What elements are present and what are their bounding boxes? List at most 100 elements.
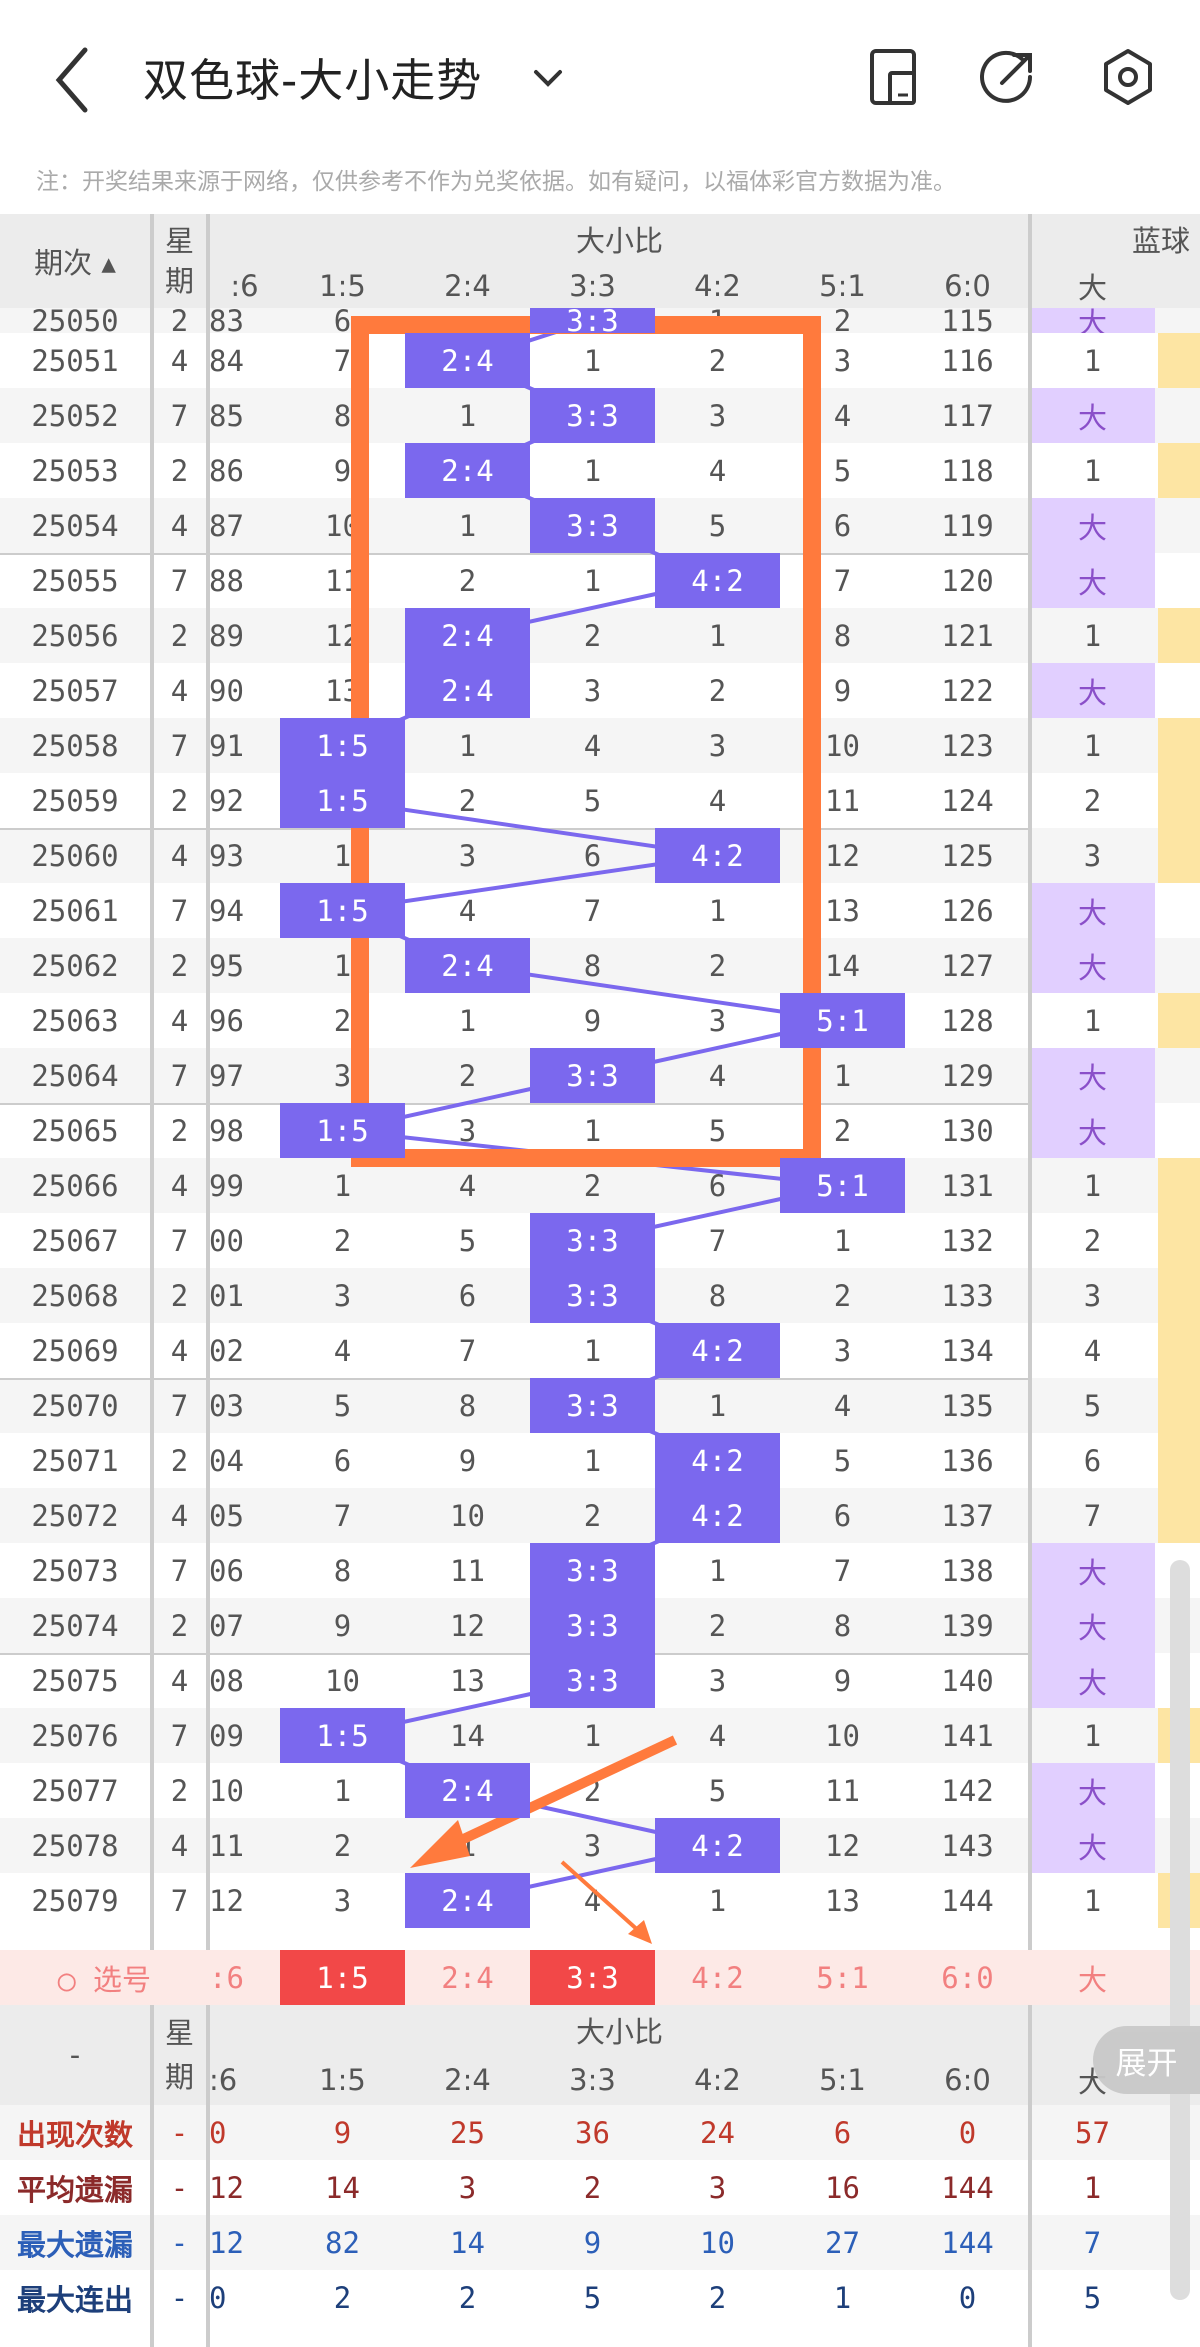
row-c4: 4:2 bbox=[655, 1818, 780, 1873]
select-c1[interactable]: 1:5 bbox=[280, 1950, 405, 2005]
select-c4[interactable]: 4:2 bbox=[691, 1960, 744, 1995]
stats-value: 82 bbox=[325, 2225, 360, 2260]
row-c6: 142 bbox=[941, 1773, 994, 1808]
select-blue[interactable]: 大 bbox=[1077, 1962, 1107, 1997]
row-c0: 98 bbox=[209, 1113, 244, 1148]
row-c5: 5 bbox=[833, 453, 852, 488]
row-c3: 1 bbox=[583, 1718, 602, 1753]
footer-group: 大小比 bbox=[575, 2015, 663, 2049]
row-period: 25062 bbox=[31, 948, 119, 983]
row-week: 2 bbox=[170, 1278, 189, 1313]
row-c4: 1 bbox=[708, 303, 727, 338]
device-icon[interactable] bbox=[866, 45, 926, 110]
row-week: 2 bbox=[170, 948, 189, 983]
row-blue: 大 bbox=[1030, 1653, 1155, 1708]
row-c5: 12 bbox=[825, 1828, 860, 1863]
row-c2: 2 bbox=[458, 783, 477, 818]
row-period: 25075 bbox=[31, 1663, 119, 1698]
row-c4: 2 bbox=[708, 673, 727, 708]
stats-dash: - bbox=[170, 2170, 189, 2205]
row-c4: 5 bbox=[708, 508, 727, 543]
stats-value: 27 bbox=[825, 2225, 860, 2260]
row-c4: 4 bbox=[708, 453, 727, 488]
back-arrow-icon[interactable] bbox=[45, 40, 105, 120]
row-c4: 4:2 bbox=[655, 1323, 780, 1378]
row-blue: 大 bbox=[1030, 1763, 1155, 1818]
expand-button[interactable]: 展开 bbox=[1093, 2026, 1200, 2094]
row-c0: 02 bbox=[209, 1333, 244, 1368]
header-period[interactable]: 期次 ▴ bbox=[34, 246, 116, 280]
row-blue: 大 bbox=[1030, 306, 1155, 340]
scrollbar[interactable] bbox=[1170, 1560, 1190, 2300]
group-divider bbox=[0, 1653, 1030, 1655]
stats-value: 2 bbox=[583, 2170, 602, 2205]
column-divider bbox=[206, 2005, 210, 2347]
chevron-down-icon[interactable] bbox=[528, 58, 568, 98]
row-period: 25061 bbox=[31, 893, 119, 928]
select-label[interactable]: ◯ 选号 bbox=[58, 1962, 151, 1997]
row-c2: 2:4 bbox=[405, 333, 530, 388]
row-c0: 84 bbox=[209, 343, 244, 378]
row-c1: 6 bbox=[333, 1443, 352, 1478]
row-c4: 4:2 bbox=[655, 828, 780, 883]
page-title[interactable]: 双色球-大小走势 bbox=[143, 54, 483, 107]
row-c3: 6 bbox=[583, 838, 602, 873]
row-week: 2 bbox=[170, 1773, 189, 1808]
table-header-bg bbox=[0, 214, 1200, 308]
stats-value: 12 bbox=[209, 2225, 244, 2260]
row-week: 7 bbox=[170, 1718, 189, 1753]
select-c2[interactable]: 2:4 bbox=[441, 1960, 494, 1995]
row-blue: 大 bbox=[1030, 1543, 1155, 1598]
header-col-1: 1:5 bbox=[319, 269, 366, 303]
row-c5: 8 bbox=[833, 1608, 852, 1643]
row-c1: 2 bbox=[333, 1003, 352, 1038]
blue-ball-marker bbox=[1158, 1378, 1200, 1433]
select-c3[interactable]: 3:3 bbox=[530, 1950, 655, 2005]
row-c1: 1:5 bbox=[280, 773, 405, 828]
row-c3: 3:3 bbox=[530, 304, 655, 338]
row-c2: 11 bbox=[450, 1553, 485, 1588]
stats-value: 144 bbox=[941, 2225, 994, 2260]
row-c3: 2 bbox=[583, 1498, 602, 1533]
row-c2: 3 bbox=[458, 1113, 477, 1148]
row-c4: 6 bbox=[708, 1168, 727, 1203]
row-c1: 1:5 bbox=[280, 1103, 405, 1158]
row-period: 25066 bbox=[31, 1168, 119, 1203]
row-c1: 1 bbox=[333, 838, 352, 873]
row-c4: 3 bbox=[708, 1663, 727, 1698]
row-c5: 3 bbox=[833, 1333, 852, 1368]
row-c0: 94 bbox=[209, 893, 244, 928]
row-period: 25058 bbox=[31, 728, 119, 763]
row-c1: 1:5 bbox=[280, 718, 405, 773]
stats-blue: 57 bbox=[1075, 2115, 1110, 2150]
row-week: 7 bbox=[170, 1058, 189, 1093]
row-c0: 10 bbox=[209, 1773, 244, 1808]
select-c0[interactable]: :6 bbox=[209, 1960, 244, 1995]
row-week: 4 bbox=[170, 1003, 189, 1038]
row-c4: 5 bbox=[708, 1113, 727, 1148]
footer-col-4: 4:2 bbox=[694, 2063, 741, 2097]
row-c5: 9 bbox=[833, 673, 852, 708]
row-c1: 3 bbox=[333, 1278, 352, 1313]
stats-row-bg bbox=[0, 2270, 1200, 2325]
stats-blue: 7 bbox=[1083, 2225, 1102, 2260]
settings-gear-icon[interactable] bbox=[1098, 45, 1158, 110]
select-c5[interactable]: 5:1 bbox=[816, 1960, 869, 1995]
row-blue: 1 bbox=[1083, 618, 1102, 653]
row-week: 7 bbox=[170, 1223, 189, 1258]
row-period: 25068 bbox=[31, 1278, 119, 1313]
row-blue: 大 bbox=[1030, 1818, 1155, 1873]
row-c0: 99 bbox=[209, 1168, 244, 1203]
row-period: 25065 bbox=[31, 1113, 119, 1148]
row-c1: 5 bbox=[333, 1388, 352, 1423]
row-week: 7 bbox=[170, 1883, 189, 1918]
row-blue: 7 bbox=[1083, 1498, 1102, 1533]
row-period: 25076 bbox=[31, 1718, 119, 1753]
row-week: 2 bbox=[170, 1608, 189, 1643]
row-c0: 87 bbox=[209, 508, 244, 543]
share-icon[interactable] bbox=[978, 45, 1038, 110]
select-c6[interactable]: 6:0 bbox=[941, 1960, 994, 1995]
row-c2: 1 bbox=[458, 398, 477, 433]
header-col-4: 4:2 bbox=[694, 269, 741, 303]
row-c5: 8 bbox=[833, 618, 852, 653]
